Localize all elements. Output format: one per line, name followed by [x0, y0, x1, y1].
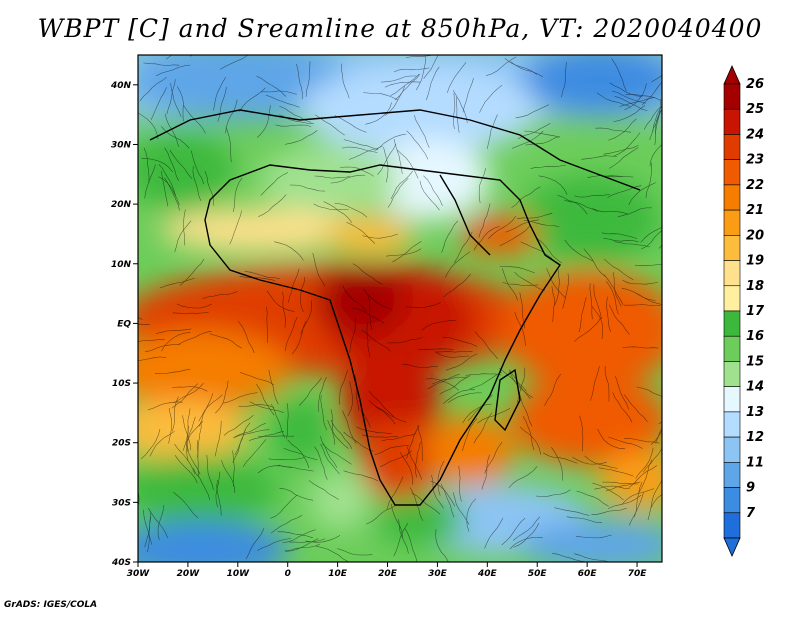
longitude-axis: 30W 20W 10W 0 10E 20E 30E 40E 50E 60E 70E — [127, 562, 647, 579]
colorbar-label: 19 — [746, 254, 764, 269]
colorbar-segment — [723, 512, 741, 539]
colorbar-label: 7 — [746, 506, 756, 521]
coastlines — [149, 109, 641, 506]
colorbar-segment — [723, 83, 741, 110]
colorbar-segment — [723, 235, 741, 261]
lon-tick-label: 30W — [127, 569, 151, 579]
wbpt-field — [138, 55, 662, 562]
colorbar-segment — [723, 159, 741, 186]
lon-tick-label: 70E — [628, 569, 648, 579]
colorbar-segment — [723, 134, 741, 160]
colorbar-label: 20 — [746, 228, 764, 243]
lat-tick-label: 30N — [111, 140, 132, 150]
lon-tick-label: 50E — [528, 569, 548, 579]
colorbar-label: 22 — [746, 178, 764, 193]
colorbar-label: 16 — [746, 329, 764, 344]
colorbar-min-arrow — [723, 537, 741, 557]
colorbar-max-arrow — [723, 65, 741, 85]
colorbar-label: 21 — [746, 203, 764, 218]
colorbar-label: 23 — [746, 153, 764, 168]
lon-tick-label: 10W — [227, 569, 251, 579]
colorbar-label: 14 — [746, 380, 764, 395]
colorbar-segment — [723, 209, 741, 236]
colorbar-segment — [723, 436, 741, 463]
colorbar-label: 26 — [746, 77, 764, 92]
colorbar-segment — [723, 411, 741, 438]
map-frame — [137, 54, 663, 563]
colorbar-segment — [723, 462, 741, 488]
colorbar-label: 15 — [746, 354, 764, 369]
colorbar-segment — [723, 487, 741, 514]
lon-tick-label: 10E — [328, 569, 348, 579]
latitude-axis: 40N 30N 20N 10N EQ 10S 20S 30S 40S — [110, 81, 138, 568]
colorbar-segment — [723, 285, 741, 312]
colorbar-segment — [723, 260, 741, 287]
lon-tick-label: 30E — [428, 569, 448, 579]
colorbar: 26 25 24 23 22 21 20 19 18 17 16 15 14 13 12 11 9 7 — [723, 65, 765, 557]
colorbar-label: 9 — [746, 481, 755, 496]
lon-tick-label: 60E — [578, 569, 598, 579]
wbpt-map: 40N 30N 20N 10N EQ 10S 20S 30S 40S 30W 20W 10W 0 10E… — [110, 54, 765, 579]
colorbar-label: 17 — [746, 304, 765, 319]
map-title: WBPT [C] and Sreamline at 850hPa, VT: 20… — [37, 14, 763, 43]
colorbar-segment — [723, 184, 741, 211]
lon-tick-label: 40E — [477, 569, 498, 579]
colorbar-segment — [723, 361, 741, 387]
colorbar-label: 11 — [746, 455, 764, 470]
colorbar-label: 12 — [746, 430, 764, 445]
streamlines — [138, 55, 662, 562]
lat-tick-label: 20N — [111, 200, 132, 210]
lat-tick-label: 40S — [111, 558, 131, 568]
lat-tick-label: EQ — [117, 319, 131, 329]
lat-tick-label: 10S — [112, 379, 131, 389]
lon-tick-label: 20W — [177, 569, 201, 579]
lon-tick-label: 20E — [378, 569, 398, 579]
colorbar-label: 13 — [746, 405, 764, 420]
lat-tick-label: 10N — [111, 260, 132, 270]
credit-text: GrADS: IGES/COLA — [4, 600, 98, 610]
colorbar-label: 18 — [746, 279, 764, 294]
lat-tick-label: 30S — [112, 498, 131, 508]
colorbar-segment — [723, 335, 741, 362]
colorbar-segment — [723, 386, 741, 413]
colorbar-label: 25 — [746, 102, 764, 117]
lon-tick-label: 0 — [285, 569, 291, 579]
colorbar-label: 24 — [746, 127, 764, 142]
lat-tick-label: 40N — [110, 81, 132, 91]
lat-tick-label: 20S — [112, 439, 131, 449]
colorbar-segment — [723, 108, 741, 135]
colorbar-segment — [723, 310, 741, 337]
